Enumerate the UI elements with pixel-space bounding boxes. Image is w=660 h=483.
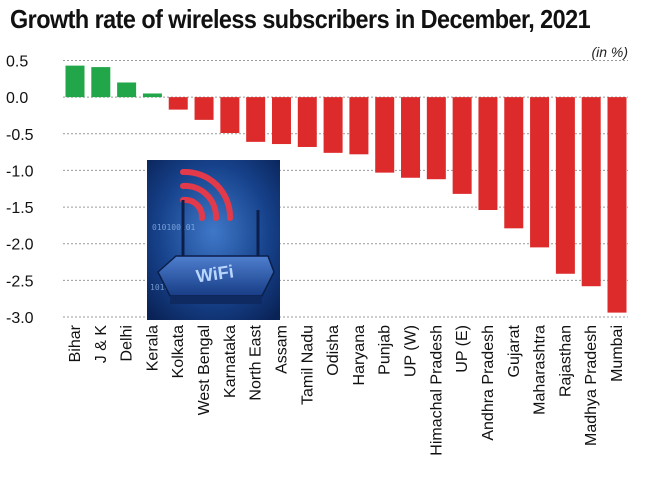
bar: [530, 97, 550, 248]
x-tick-label: Mumbai: [609, 325, 626, 382]
bar: [168, 97, 188, 110]
x-tick-label: Delhi: [119, 325, 136, 361]
bar: [555, 97, 575, 274]
bar: [91, 67, 111, 98]
y-tick-label: 0.5: [6, 54, 28, 71]
y-tick-label: -1.5: [6, 200, 34, 217]
wifi-router-icon: 010100101 1010100 00101 WiFi: [147, 160, 280, 320]
svg-text:010100101: 010100101: [152, 223, 196, 232]
x-tick-label: UP (W): [403, 325, 420, 377]
chart-title: Growth rate of wireless subscribers in D…: [10, 4, 591, 34]
bar: [297, 97, 317, 147]
bar: [452, 97, 472, 194]
x-tick-label: Punjab: [377, 325, 394, 375]
y-axis-ticks: 0.5 0.0 -0.5 -1.0 -1.5 -2.0 -2.5 -3.0: [6, 54, 34, 328]
x-tick-label: Tamil Nadu: [299, 325, 316, 405]
x-tick-label: Kolkata: [170, 325, 187, 378]
bar: [323, 97, 343, 153]
bar: [504, 97, 524, 229]
x-tick-label: North East: [248, 324, 265, 400]
y-tick-label: -2.5: [6, 273, 34, 290]
bar: [349, 97, 369, 155]
x-tick-label: West Bengal: [196, 325, 213, 415]
x-tick-label: UP (E): [454, 325, 471, 373]
bar: [401, 97, 421, 178]
bars: [65, 65, 627, 313]
bar: [142, 93, 162, 98]
x-tick-label: Assam: [273, 325, 290, 374]
bar: [581, 97, 601, 287]
x-axis-ticks: Bihar J & K Delhi Kerala Kolkata West Bengal K…: [67, 324, 626, 455]
y-tick-label: -1.0: [6, 163, 34, 180]
x-tick-label: Gujarat: [506, 324, 523, 377]
y-tick-label: -0.5: [6, 127, 34, 144]
bar: [375, 97, 395, 173]
x-tick-label: Haryana: [351, 325, 368, 386]
x-tick-label: Odisha: [325, 325, 342, 376]
unit-label: (in %): [591, 44, 628, 60]
y-tick-label: -2.0: [6, 237, 34, 254]
x-tick-label: Maharashtra: [532, 325, 549, 415]
x-tick-label: Kerala: [144, 325, 161, 371]
bar: [117, 82, 137, 98]
bar: [65, 65, 85, 98]
bar: [478, 97, 498, 211]
x-tick-label: Himachal Pradesh: [428, 325, 445, 456]
x-tick-label: Bihar: [67, 324, 84, 362]
x-tick-label: Karnataka: [222, 325, 239, 398]
x-tick-label: Madhya Pradesh: [583, 325, 600, 446]
bar: [246, 97, 266, 142]
bar: [220, 97, 240, 134]
bar: [271, 97, 291, 145]
x-tick-label: J & K: [93, 325, 110, 364]
x-tick-label: Rajasthan: [557, 325, 574, 397]
bar: [194, 97, 214, 120]
bar: [607, 97, 627, 313]
y-tick-label: -3.0: [6, 310, 34, 327]
x-tick-label: Andhra Pradesh: [480, 325, 497, 441]
bar: [426, 97, 446, 180]
y-tick-label: 0.0: [6, 90, 28, 107]
